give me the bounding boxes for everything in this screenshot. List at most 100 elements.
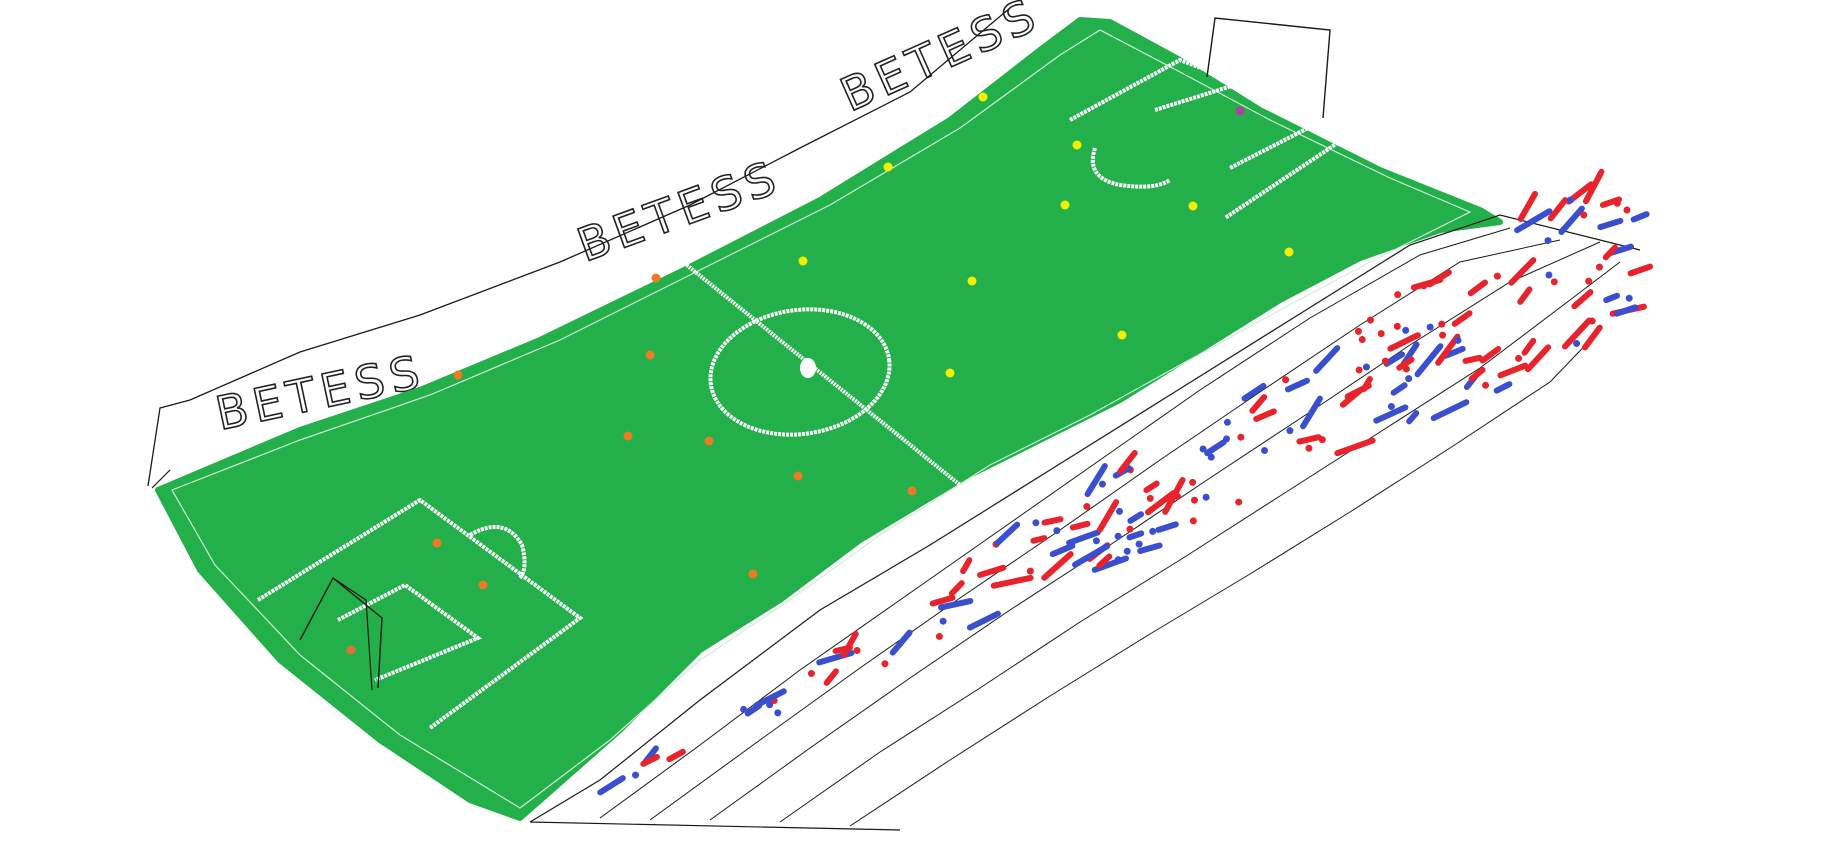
- red-fan: [1451, 310, 1473, 327]
- blue-fan: [1300, 395, 1323, 430]
- blue-fan: [994, 521, 1021, 546]
- blue-fan: [1261, 447, 1268, 455]
- yellow-player: [1188, 201, 1198, 211]
- red-fan: [1026, 567, 1034, 575]
- front-stand-outline: [529, 214, 1641, 831]
- red-fan: [1602, 244, 1618, 261]
- blue-fan: [1084, 463, 1108, 498]
- blue-fan: [632, 771, 640, 779]
- blue-fan: [1442, 345, 1466, 359]
- red-fan: [1355, 366, 1363, 374]
- blue-fan: [1454, 336, 1462, 344]
- blue-fan: [1414, 343, 1444, 378]
- red-fan: [1249, 394, 1268, 414]
- blue-fan: [753, 688, 787, 709]
- red-fan: [1190, 496, 1198, 504]
- blue-fan: [889, 629, 913, 656]
- right-penalty-arc: [1090, 147, 1172, 189]
- red-fan: [1517, 286, 1533, 305]
- red-fan: [990, 574, 1034, 589]
- red-fan: [1126, 525, 1134, 533]
- orange-player: [793, 471, 803, 481]
- blue-fan: [1625, 294, 1633, 302]
- ad-boards-stand: [147, 7, 1011, 487]
- red-fan: [1497, 362, 1529, 379]
- blue-fan: [1098, 480, 1106, 488]
- yellow-player: [1072, 140, 1082, 150]
- blue-fan: [1155, 521, 1179, 533]
- crowd-row-line: [849, 329, 1601, 827]
- red-fan: [1508, 257, 1537, 286]
- players: [346, 92, 1294, 655]
- blue-fan: [1114, 556, 1122, 564]
- blue-fan: [1544, 237, 1552, 245]
- crowd-row-lines: [599, 227, 1621, 827]
- blue-fan: [1199, 445, 1207, 453]
- blue-fan: [939, 617, 947, 625]
- blue-fan: [1207, 453, 1215, 461]
- red-fan: [1393, 322, 1401, 330]
- blue-fan: [1630, 211, 1650, 223]
- blue-fan: [1566, 196, 1574, 204]
- red-fan: [1394, 291, 1402, 299]
- red-fan: [1117, 450, 1138, 475]
- yellow-player: [1060, 200, 1070, 210]
- right-goal-box: [1154, 82, 1317, 170]
- red-fan: [1366, 316, 1374, 324]
- yellow-player: [945, 368, 955, 378]
- blue-fan: [1426, 323, 1434, 331]
- blue-fan: [597, 775, 626, 796]
- red-fan: [1189, 517, 1197, 525]
- red-fan: [1069, 520, 1091, 531]
- blue-fan: [1402, 326, 1410, 334]
- red-fan: [1354, 327, 1362, 335]
- left-penalty-arc: [469, 525, 527, 580]
- blue-fan: [966, 610, 1001, 631]
- left-goal-net: [332, 577, 373, 691]
- orange-player: [748, 569, 758, 579]
- blue-fan: [1066, 529, 1101, 546]
- red-fan: [1146, 494, 1154, 502]
- red-fan: [1517, 190, 1538, 223]
- red-fan: [853, 647, 861, 655]
- red-fan: [935, 632, 943, 640]
- red-fan: [1360, 376, 1373, 393]
- left-penalty-box: [256, 497, 584, 730]
- red-fan: [1580, 211, 1588, 219]
- red-fan: [1582, 168, 1605, 205]
- red-fan: [977, 564, 1007, 578]
- blue-fan: [938, 598, 974, 611]
- centre-circle: [708, 307, 892, 437]
- left-goal-frame: [299, 576, 383, 689]
- red-fan: [1585, 277, 1593, 285]
- red-fan: [1547, 197, 1569, 222]
- football-pitch: [155, 17, 1503, 821]
- red-fan: [1237, 433, 1245, 441]
- blue-fan: [1204, 439, 1227, 457]
- blue-fan: [1373, 404, 1409, 424]
- blue-fan: [740, 705, 748, 713]
- red-fan: [1627, 263, 1654, 277]
- red-fan: [1482, 381, 1490, 389]
- red-fan: [1468, 366, 1486, 382]
- blue-fan: [1053, 527, 1061, 535]
- blue-fan: [1514, 208, 1553, 234]
- centre-spot: [800, 358, 816, 378]
- red-fan: [1296, 434, 1322, 445]
- red-fan: [1041, 516, 1064, 526]
- red-fan: [960, 557, 973, 575]
- red-fan: [1305, 444, 1313, 452]
- red-fan: [1030, 535, 1048, 544]
- red-fan: [929, 594, 956, 607]
- blue-fan: [1558, 205, 1585, 236]
- red-fan: [666, 748, 686, 763]
- blue-fan: [1313, 345, 1341, 374]
- crowd-row-line: [709, 241, 1601, 821]
- red-fan: [1145, 490, 1177, 516]
- yellow-player: [798, 256, 808, 266]
- blue-fan: [1493, 381, 1513, 394]
- red-fan: [1143, 480, 1160, 494]
- red-fan: [1524, 344, 1552, 373]
- right-goal-frame: [1206, 17, 1331, 119]
